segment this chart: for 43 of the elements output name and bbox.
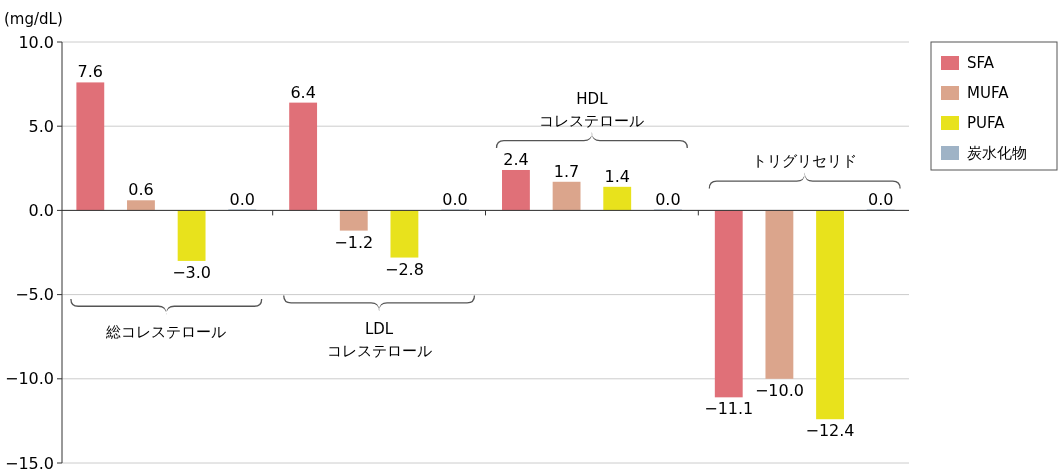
- legend-label: 炭水化物: [967, 144, 1027, 162]
- data-label: 0.0: [655, 190, 681, 210]
- data-label: −2.8: [384, 259, 424, 279]
- y-tick-label: −15.0: [4, 453, 54, 473]
- bar: [76, 82, 105, 211]
- data-label: −1.2: [334, 232, 374, 252]
- data-label: 7.6: [77, 62, 104, 82]
- bar: [177, 210, 206, 261]
- data-label: 0.0: [442, 190, 468, 210]
- data-label: −12.4: [805, 421, 855, 441]
- bar: [816, 210, 844, 420]
- y-axis-title: (mg/dL): [4, 10, 63, 28]
- bar: [339, 210, 368, 231]
- y-tick-label: 0.0: [28, 201, 54, 220]
- y-tick-label: −5.0: [15, 285, 54, 305]
- x-tick-label: HDL コレステロール: [539, 89, 645, 130]
- legend-label: MUFA: [967, 84, 1010, 102]
- y-tick-label: 5.0: [28, 116, 54, 136]
- bar: [765, 210, 794, 379]
- bar: [502, 169, 530, 211]
- legend-label: SFA: [967, 54, 995, 72]
- bar: [127, 200, 155, 211]
- data-label: 0.6: [128, 180, 154, 200]
- data-label: 0.0: [867, 190, 894, 210]
- x-tick-label: 総コレステロール: [105, 322, 227, 341]
- data-label: 6.4: [290, 82, 316, 102]
- x-tick-label: LDL コレステロール: [326, 319, 432, 360]
- data-label: −11.1: [704, 399, 754, 419]
- x-tick-label: トリグリセリド: [752, 152, 858, 171]
- data-label: −10.0: [754, 380, 804, 400]
- bar: [390, 210, 419, 258]
- legend-label: PUFA: [967, 114, 1006, 132]
- y-tick-label: 10.0: [18, 32, 54, 52]
- data-label: 1.7: [553, 161, 580, 181]
- data-label: 2.4: [503, 149, 529, 169]
- bar: [603, 186, 632, 211]
- data-label: 1.4: [604, 166, 630, 186]
- bar: [714, 210, 743, 398]
- y-tick-label: −10.0: [4, 369, 54, 389]
- bar: [552, 181, 581, 211]
- data-label: −3.0: [172, 262, 212, 282]
- bar: [289, 102, 318, 211]
- data-label: 0.0: [229, 190, 255, 210]
